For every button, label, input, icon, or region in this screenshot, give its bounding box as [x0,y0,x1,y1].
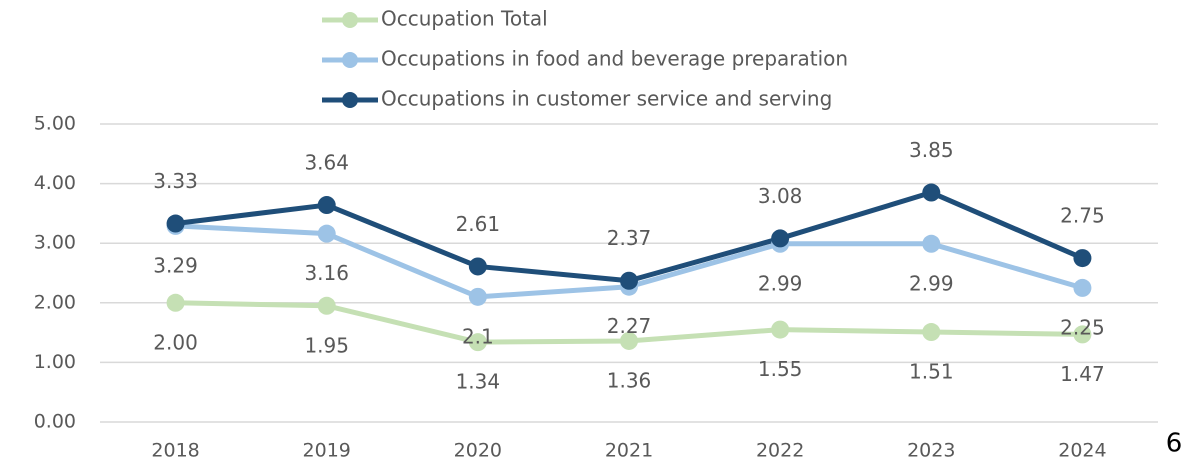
point [468,287,487,306]
x-tick-label: 2024 [1058,440,1106,462]
data-label: 3.85 [909,138,954,162]
point [620,271,638,290]
legend-label: Occupations in customer service and serv… [381,87,832,111]
data-label: 1.34 [456,370,501,394]
data-label: 1.36 [607,368,652,392]
point [922,183,941,202]
legend-label: Occupations in food and beverage prepara… [381,47,848,71]
data-label: 2.27 [607,314,652,338]
x-tick-label: 2019 [303,440,351,462]
x-tick-label: 2018 [151,440,199,462]
y-tick-label: 0.00 [34,411,76,433]
data-label: 1.55 [758,357,803,381]
data-label: 2.61 [456,212,501,236]
point [166,214,185,233]
point [1073,249,1092,268]
x-tick-label: 2020 [454,440,502,462]
y-tick-label: 2.00 [34,291,76,313]
point [317,296,336,315]
x-tick-label: 2021 [605,440,653,462]
data-label: 1.51 [909,360,954,384]
data-label: 1.47 [1060,362,1105,386]
point [922,234,941,253]
point [771,320,790,339]
data-label: 3.64 [304,151,349,175]
legend-marker [342,12,358,28]
data-label: 2.25 [1060,315,1105,339]
point [468,333,487,352]
data-label: 2.75 [1060,204,1105,228]
x-tick-label: 2022 [756,440,804,462]
data-label: 3.29 [153,253,198,277]
data-label: 2.00 [153,330,198,354]
data-label: 2.99 [909,271,954,295]
point [620,331,638,350]
point [317,196,336,215]
data-label: 2.99 [758,271,803,295]
data-label: 3.33 [153,169,198,193]
legend-label: Occupation Total [381,7,548,31]
data-label: 1.95 [304,333,349,357]
point [1073,325,1092,344]
data-label: 2.37 [607,226,652,250]
y-tick-label: 1.00 [34,351,76,373]
data-label: 3.16 [304,261,349,285]
legend-marker [342,52,358,68]
point [1073,278,1092,297]
page-number: 6 [1166,429,1183,459]
data-label: 3.08 [758,184,803,208]
y-tick-label: 5.00 [34,113,76,135]
data-label: 2.1 [462,324,494,348]
point [771,229,790,248]
y-tick-label: 3.00 [34,232,76,254]
point [922,323,941,342]
point [468,257,487,276]
x-tick-label: 2023 [907,440,955,462]
point [317,224,336,243]
legend-marker [342,92,358,108]
y-tick-label: 4.00 [34,172,76,194]
point [166,293,185,312]
